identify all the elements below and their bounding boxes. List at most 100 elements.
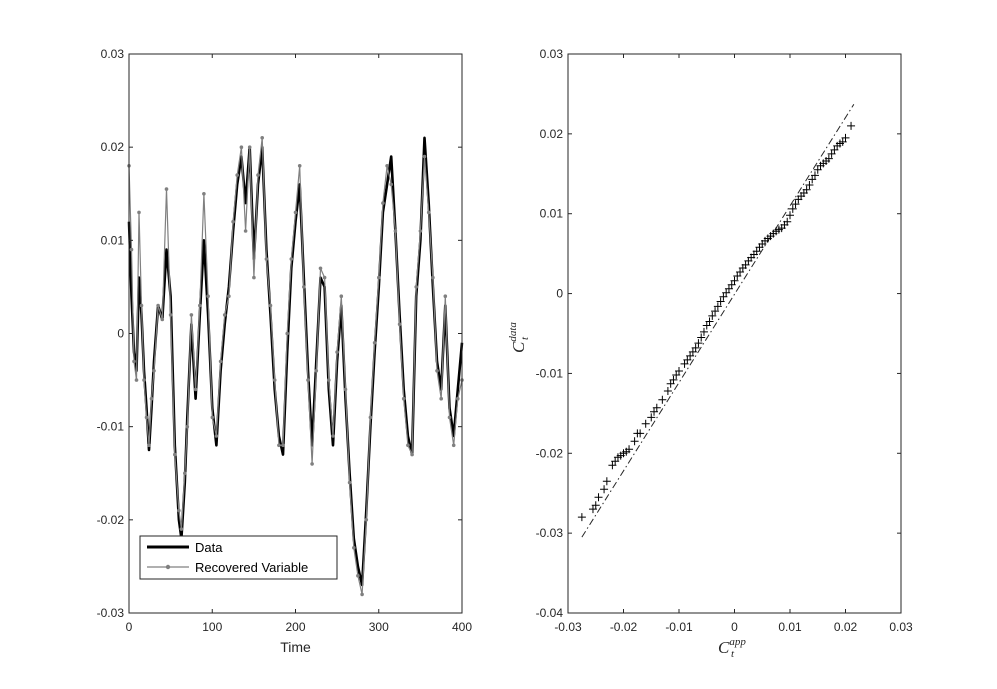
recovered-point (389, 182, 394, 187)
recovered-point (210, 415, 215, 420)
recovered-point (393, 229, 398, 233)
recovered-point (418, 229, 423, 233)
recovered-point (177, 508, 181, 513)
recovered-point (310, 462, 314, 466)
recovered-point (149, 396, 154, 401)
y-tick-label: 0.01 (101, 233, 125, 247)
recovered-point (439, 396, 444, 401)
x-tick-label: -0.02 (610, 620, 638, 634)
scatter-point (847, 121, 856, 130)
recovered-point (451, 443, 456, 448)
recovered-point (372, 341, 377, 345)
recovered-point (331, 434, 335, 438)
x-tick-label: 200 (285, 620, 305, 634)
scatter-x-axis-label: Capp t (718, 636, 746, 660)
scatter-y-label-text: Cdatat (507, 322, 531, 353)
recovered-point (443, 294, 448, 299)
recovered-point (306, 378, 310, 382)
recovered-point (414, 285, 419, 289)
x-tick-label: 300 (369, 620, 389, 634)
scatter-point (641, 419, 650, 428)
scatter-point (824, 154, 833, 163)
recovered-point (268, 303, 273, 308)
y-tick-label: -0.04 (536, 606, 564, 620)
x-tick-label: -0.01 (665, 620, 693, 634)
recovered-point (401, 396, 406, 401)
recovered-point (385, 164, 389, 168)
scatter-point (625, 445, 634, 454)
time-series-x-axis-label: Time (280, 639, 311, 655)
recovered-point (289, 257, 294, 261)
recovered-point (218, 359, 223, 364)
time-series-ticks: 0 100 200 300 400 -0.03 -0.02 -0.01 0 0.01 0.02 0.0… (97, 47, 473, 634)
y-tick-label: -0.02 (536, 446, 564, 460)
recovered-point (142, 378, 146, 382)
scatter-point (708, 311, 717, 320)
recovered-point (231, 219, 235, 224)
recovered-point (381, 201, 385, 205)
recovered-point (252, 275, 256, 280)
recovered-point (183, 471, 187, 476)
scatter-point (713, 302, 722, 311)
scatter-point (699, 327, 708, 336)
scatter-point (694, 339, 703, 348)
scatter-point (600, 485, 609, 494)
recovered-point (227, 294, 231, 299)
recovered-point (302, 285, 306, 289)
recovered-point (144, 415, 149, 420)
recovered-point (264, 257, 269, 261)
recovered-point (198, 303, 202, 308)
scatter-point (783, 217, 792, 226)
scatter-point (711, 307, 720, 316)
recovered-point (137, 210, 141, 215)
recovered-point (202, 192, 206, 196)
scatter-x-label-sup: app (729, 636, 746, 648)
recovered-point (431, 275, 435, 280)
recovered-point (285, 331, 290, 336)
x-tick-label: 100 (202, 620, 222, 634)
scatter-point (730, 276, 739, 285)
y-tick-label: -0.03 (97, 606, 125, 620)
recovered-point (164, 187, 169, 191)
recovered-point (339, 294, 344, 299)
scatter-point (805, 180, 814, 189)
y-tick-label: 0 (117, 327, 124, 341)
scatter-point (675, 367, 683, 376)
recovered-point (132, 359, 136, 364)
recovered-point (139, 303, 144, 308)
scatter-point (691, 343, 700, 352)
recovered-point (318, 266, 323, 271)
recovered-point (352, 546, 356, 550)
recovered-point (222, 313, 227, 317)
legend-data-label: Data (195, 540, 223, 555)
scatter-y-label-base: C (509, 341, 528, 353)
y-tick-label: -0.03 (536, 526, 564, 540)
scatter-point (791, 200, 800, 209)
recovered-point (343, 387, 348, 392)
y-tick-label: 0.02 (101, 140, 125, 154)
scatter-point (802, 185, 811, 194)
x-tick-label: -0.03 (554, 620, 582, 634)
recovered-point (314, 369, 319, 373)
y-tick-label: 0 (556, 287, 563, 301)
recovered-point (277, 443, 281, 448)
scatter-point (594, 493, 603, 502)
x-tick-label: 0.03 (889, 620, 913, 634)
recovered-point (134, 378, 139, 382)
recovered-point (322, 275, 327, 280)
recovered-point (447, 415, 452, 420)
recovered-point (435, 369, 439, 373)
scatter-point (705, 317, 714, 326)
legend: Data Recovered Variable (139, 535, 338, 580)
recovered-point (156, 303, 160, 308)
recovered-point (281, 443, 285, 448)
scatter-x-label-base: C (718, 638, 730, 657)
x-tick-label: 0 (731, 620, 738, 634)
recovered-point (256, 173, 260, 177)
legend-recovered-marker (165, 564, 171, 570)
scatter-point (810, 171, 819, 180)
recovered-point (160, 317, 165, 322)
recovered-point (327, 378, 331, 382)
